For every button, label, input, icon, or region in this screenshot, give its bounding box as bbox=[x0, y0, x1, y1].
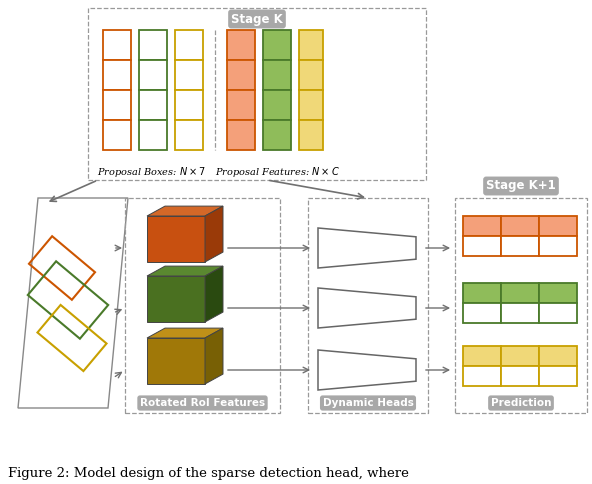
Bar bbox=[463, 303, 501, 323]
Polygon shape bbox=[318, 228, 416, 268]
Polygon shape bbox=[147, 206, 223, 216]
Bar bbox=[539, 303, 577, 323]
Polygon shape bbox=[205, 328, 223, 384]
Bar bbox=[103, 60, 131, 90]
Bar bbox=[263, 90, 291, 120]
Bar bbox=[463, 236, 501, 256]
Bar bbox=[88, 8, 426, 180]
Bar bbox=[501, 283, 539, 303]
Bar bbox=[299, 60, 323, 90]
Bar bbox=[455, 198, 587, 413]
Bar bbox=[175, 120, 203, 150]
Polygon shape bbox=[147, 266, 223, 276]
Bar bbox=[139, 30, 167, 60]
Polygon shape bbox=[205, 206, 223, 262]
Polygon shape bbox=[147, 276, 205, 322]
Bar bbox=[175, 30, 203, 60]
Bar bbox=[263, 60, 291, 90]
Bar bbox=[227, 30, 255, 60]
Text: Stage K+1: Stage K+1 bbox=[486, 180, 556, 193]
Bar bbox=[501, 346, 539, 366]
Bar bbox=[463, 366, 501, 386]
Text: Dynamic Heads: Dynamic Heads bbox=[323, 398, 413, 408]
Bar bbox=[501, 216, 539, 236]
Bar bbox=[227, 120, 255, 150]
Bar bbox=[139, 90, 167, 120]
Bar bbox=[103, 30, 131, 60]
Bar bbox=[501, 236, 539, 256]
Bar bbox=[103, 120, 131, 150]
Bar bbox=[463, 283, 501, 303]
Bar bbox=[227, 90, 255, 120]
Polygon shape bbox=[18, 198, 128, 408]
Text: Proposal Boxes: $N \times 7$: Proposal Boxes: $N \times 7$ bbox=[96, 165, 205, 179]
Polygon shape bbox=[147, 216, 205, 262]
Bar bbox=[539, 346, 577, 366]
Bar bbox=[103, 90, 131, 120]
Text: Prediction: Prediction bbox=[491, 398, 551, 408]
Bar bbox=[125, 198, 280, 413]
Bar bbox=[299, 90, 323, 120]
Bar bbox=[139, 60, 167, 90]
Bar bbox=[263, 30, 291, 60]
Bar bbox=[539, 366, 577, 386]
Polygon shape bbox=[318, 350, 416, 390]
Bar bbox=[463, 346, 501, 366]
Bar bbox=[263, 120, 291, 150]
Polygon shape bbox=[147, 328, 223, 338]
Polygon shape bbox=[147, 338, 205, 384]
Bar bbox=[539, 236, 577, 256]
Text: Figure 2: Model design of the sparse detection head, where: Figure 2: Model design of the sparse det… bbox=[8, 467, 409, 480]
Bar bbox=[227, 60, 255, 90]
Bar bbox=[299, 30, 323, 60]
Text: Proposal Features: $N \times C$: Proposal Features: $N \times C$ bbox=[215, 165, 339, 179]
Bar bbox=[299, 120, 323, 150]
Bar bbox=[539, 216, 577, 236]
Bar bbox=[139, 120, 167, 150]
Bar bbox=[501, 366, 539, 386]
Bar bbox=[501, 303, 539, 323]
Text: Stage K: Stage K bbox=[231, 13, 283, 26]
Bar bbox=[175, 60, 203, 90]
Bar bbox=[308, 198, 428, 413]
Text: Rotated RoI Features: Rotated RoI Features bbox=[140, 398, 265, 408]
Polygon shape bbox=[205, 266, 223, 322]
Polygon shape bbox=[318, 288, 416, 328]
Bar bbox=[539, 283, 577, 303]
Bar bbox=[175, 90, 203, 120]
Bar bbox=[463, 216, 501, 236]
